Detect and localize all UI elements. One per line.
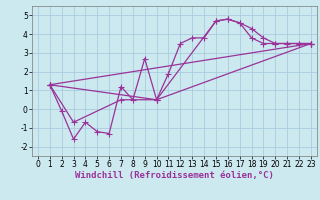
X-axis label: Windchill (Refroidissement éolien,°C): Windchill (Refroidissement éolien,°C): [75, 171, 274, 180]
